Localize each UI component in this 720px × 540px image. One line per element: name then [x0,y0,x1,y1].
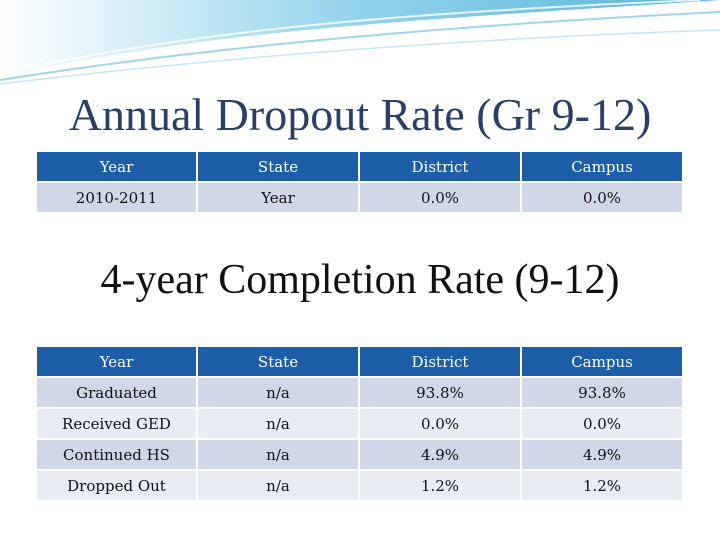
column-header: Campus [521,347,684,378]
column-header: State [197,152,360,183]
table-row: Graduated n/a 93.8% 93.8% [37,377,684,409]
completion-title: 4-year Completion Rate (9-12) [100,257,620,303]
table-cell: 0.0% [359,408,522,440]
table-cell: 4.9% [521,439,684,471]
table-header-row: Year State District Campus [37,152,684,183]
column-header: Campus [521,152,684,183]
table-cell: 0.0% [521,408,684,440]
table-cell: Dropped Out [37,470,198,502]
table-row: Received GED n/a 0.0% 0.0% [37,408,684,440]
completion-table: Year State District Campus Graduated n/a… [37,347,684,502]
table-cell: 0.0% [521,182,684,214]
column-header: District [359,347,522,378]
dropout-title: Annual Dropout Rate (Gr 9-12) [68,89,652,140]
table-cell: n/a [197,470,360,502]
table-cell: Received GED [37,408,198,440]
table-cell: Continued HS [37,439,198,471]
column-header: Year [37,347,198,378]
dropout-table: Year State District Campus 2010-2011 Yea… [37,152,684,214]
table-cell: 4.9% [359,439,522,471]
table-cell: 93.8% [359,377,522,409]
table-cell: 1.2% [521,470,684,502]
table-row: 2010-2011 Year 0.0% 0.0% [37,182,684,214]
header-swoosh-decoration [0,0,720,85]
table-cell: 0.0% [359,182,522,214]
table-cell: n/a [197,408,360,440]
table-row: Continued HS n/a 4.9% 4.9% [37,439,684,471]
column-header: Year [37,152,198,183]
table-header-row: Year State District Campus [37,347,684,378]
table-cell: Year [197,182,360,214]
table-cell: 2010-2011 [37,182,198,214]
table-cell: 93.8% [521,377,684,409]
table-cell: n/a [197,439,360,471]
column-header: District [359,152,522,183]
table-row: Dropped Out n/a 1.2% 1.2% [37,470,684,502]
column-header: State [197,347,360,378]
table-cell: Graduated [37,377,198,409]
table-cell: n/a [197,377,360,409]
table-cell: 1.2% [359,470,522,502]
